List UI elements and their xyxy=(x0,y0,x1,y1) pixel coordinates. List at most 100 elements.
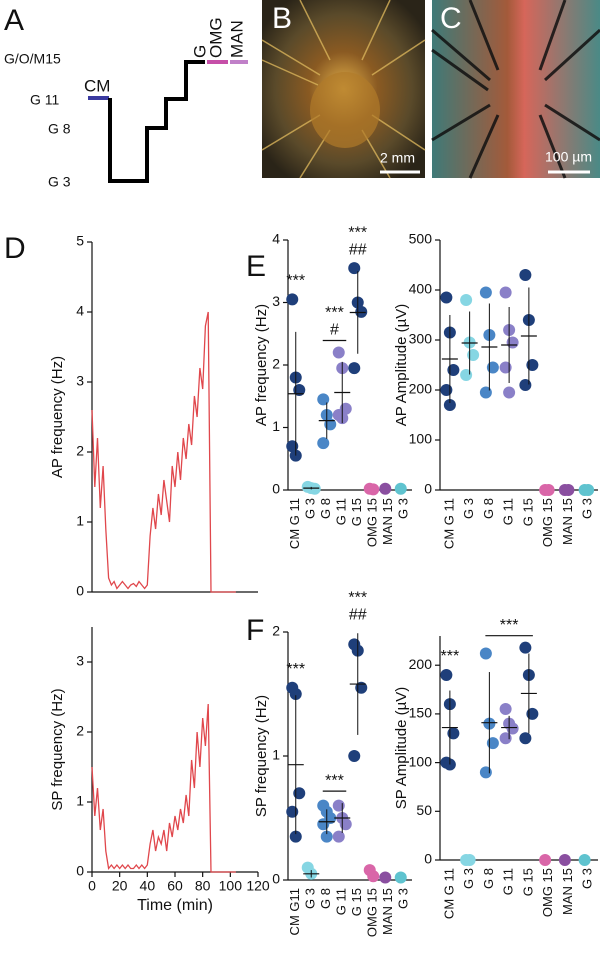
category-label: G 11 xyxy=(501,868,516,895)
category-label: OMG 15 xyxy=(540,498,555,547)
y-tick-label: 2 xyxy=(76,443,84,459)
x-tick-label: 20 xyxy=(112,878,128,894)
category-label: G 8 xyxy=(481,868,496,889)
category-label: G 3 xyxy=(580,868,595,889)
data-dot xyxy=(447,364,460,376)
level-label: G 8 xyxy=(48,121,71,137)
y-tick-label: 200 xyxy=(409,656,433,672)
y-axis-label: SP frequency (Hz) xyxy=(49,688,66,810)
y-tick-label: 0 xyxy=(76,583,84,599)
category-label: MAN 15 xyxy=(380,888,395,935)
data-dot xyxy=(440,384,453,396)
level-label: G 3 xyxy=(48,174,71,190)
step-label: G xyxy=(190,45,209,58)
category-label: G 3 xyxy=(461,868,476,889)
y-tick-label: 200 xyxy=(409,381,433,397)
y-tick-label: 0 xyxy=(424,481,432,497)
data-dot xyxy=(308,482,321,495)
electrode-lines xyxy=(431,0,600,179)
y-tick-label: 100 xyxy=(409,753,433,769)
significance-label: *** xyxy=(500,617,519,634)
data-dot xyxy=(578,854,591,866)
data-dot xyxy=(526,359,539,371)
category-label: G 3 xyxy=(461,498,476,519)
data-dot xyxy=(440,291,453,304)
significance-label: *** xyxy=(286,661,305,678)
category-label: G 8 xyxy=(318,498,333,519)
y-tick-label: 100 xyxy=(409,431,433,447)
significance-label: *** xyxy=(325,305,344,322)
step-label: OMG xyxy=(206,17,225,58)
level-label: G/O/M15 xyxy=(4,51,61,67)
data-dot xyxy=(479,766,492,779)
data-dot xyxy=(539,854,552,866)
data-dot xyxy=(332,799,345,812)
y-tick-label: 150 xyxy=(409,705,433,721)
data-dot xyxy=(460,294,473,306)
data-dot xyxy=(558,854,571,866)
y-tick-label: 400 xyxy=(409,281,433,297)
data-dot xyxy=(463,854,476,866)
y-axis-label: AP frequency (Hz) xyxy=(253,304,270,426)
data-dot xyxy=(562,484,575,496)
y-tick-label: 4 xyxy=(76,303,84,319)
y-tick-label: 1 xyxy=(272,418,280,434)
data-dot xyxy=(317,818,330,831)
category-label: G 15 xyxy=(520,498,535,526)
panel-label: E xyxy=(246,250,266,283)
data-dot xyxy=(519,732,532,745)
category-label: CM G11 xyxy=(287,888,302,935)
significance-label: ## xyxy=(349,241,367,258)
y-tick-label: 1 xyxy=(272,747,280,763)
category-label: G 11 xyxy=(334,888,349,915)
data-dot xyxy=(443,399,456,411)
category-label: CM G 11 xyxy=(287,498,302,549)
data-dot xyxy=(320,830,333,843)
y-tick-label: 0 xyxy=(76,863,84,879)
data-dot xyxy=(286,293,299,306)
significance-label: ## xyxy=(349,606,367,623)
data-dot xyxy=(286,805,299,818)
panel-label: B xyxy=(272,2,292,35)
category-label: G 15 xyxy=(349,888,364,916)
category-label: MAN 15 xyxy=(560,498,575,545)
data-line xyxy=(91,311,236,593)
category-label: G 8 xyxy=(318,888,333,909)
y-tick-label: 4 xyxy=(272,231,280,247)
category-label: G 3 xyxy=(580,498,595,519)
data-dot xyxy=(519,379,532,391)
data-dot xyxy=(486,361,499,374)
level-label: G 11 xyxy=(30,92,60,108)
data-dot xyxy=(499,732,512,745)
data-dot xyxy=(367,483,380,496)
y-tick-label: 0 xyxy=(272,481,280,497)
y-tick-label: 50 xyxy=(416,802,432,818)
y-tick-label: 1 xyxy=(76,513,84,529)
significance-label: # xyxy=(330,322,339,339)
category-label: MAN 15 xyxy=(380,498,395,545)
data-dot xyxy=(379,871,392,884)
scale-label: 100 µm xyxy=(545,149,592,165)
y-tick-label: 0 xyxy=(424,851,432,867)
category-label: G 8 xyxy=(481,498,496,519)
significance-label: *** xyxy=(348,224,367,241)
data-dot xyxy=(339,818,352,831)
data-dot xyxy=(355,305,368,318)
y-tick-label: 5 xyxy=(76,233,84,249)
category-label: G 3 xyxy=(303,888,318,909)
data-dot xyxy=(332,346,345,359)
panel-label: F xyxy=(246,614,264,647)
data-dot xyxy=(519,641,532,654)
data-dot xyxy=(460,369,473,381)
data-dot xyxy=(479,386,492,399)
data-dot xyxy=(289,688,302,700)
data-dot xyxy=(479,286,492,299)
data-dot xyxy=(506,722,519,735)
y-tick-label: 300 xyxy=(409,331,433,347)
data-dot xyxy=(499,286,512,299)
step-label: MAN xyxy=(227,20,246,58)
scale-label: 2 mm xyxy=(380,150,415,166)
y-tick-label: 2 xyxy=(76,723,84,739)
data-dot xyxy=(394,482,407,495)
